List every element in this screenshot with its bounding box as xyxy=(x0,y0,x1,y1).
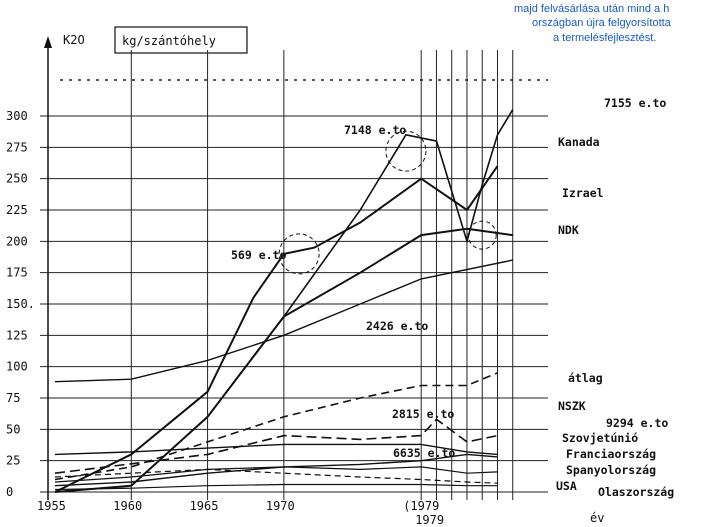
grid xyxy=(40,36,548,500)
y-tick-label: 250 xyxy=(6,172,28,186)
y-tick-label: 300 xyxy=(6,109,28,123)
annotation-7155: 7155 e.to xyxy=(604,96,666,110)
label-atlag: átlag xyxy=(568,371,603,385)
highlight-circle xyxy=(467,220,497,250)
label-izrael: Izrael xyxy=(562,186,604,200)
series-group xyxy=(54,109,514,493)
y-tick-label: 275 xyxy=(6,140,28,154)
label-olaszorszag: Olaszország xyxy=(598,485,674,499)
series-line-usa xyxy=(54,468,498,484)
series-line--tlag xyxy=(54,372,498,481)
x-axis-label: év xyxy=(590,511,604,525)
label-nszk: NSZK xyxy=(558,399,586,413)
y-tick-label: 125 xyxy=(6,328,28,342)
series-line-spanyolorsz-g xyxy=(54,466,498,483)
y-tick-label: 0 xyxy=(6,485,13,499)
series-line-nszk xyxy=(54,418,498,474)
series-line-olaszorsz-g xyxy=(54,483,498,491)
y-tick-label: 150. xyxy=(6,297,35,311)
series-line-izrael xyxy=(54,165,499,493)
label-ndk: NDK xyxy=(558,223,579,237)
x-tick-label: (1979 xyxy=(403,499,439,513)
y-axis-arrow xyxy=(44,36,52,48)
x-tick-label: 1965 xyxy=(190,499,219,513)
label-spanyolorszag: Spanyolország xyxy=(566,463,656,477)
annotation-2426: 2426 e.to xyxy=(366,319,428,333)
label-kanada: Kanada xyxy=(558,135,600,149)
series-line-kanada xyxy=(206,109,514,418)
series-line-ndk xyxy=(54,227,513,493)
note-line-1: majd felvásárlása után mind a h xyxy=(514,3,669,15)
series-line-franciaorsz-g xyxy=(54,443,498,456)
highlight-circle xyxy=(278,233,320,275)
y-tick-label: 25 xyxy=(6,454,20,468)
y-tick-label: 175 xyxy=(6,266,28,280)
annotation-7148: 7148 e.to xyxy=(344,123,406,137)
unit-box xyxy=(114,26,248,54)
series-line-unlabeled-3 xyxy=(54,259,513,383)
annotation-6635: 6635 e.to xyxy=(393,446,455,460)
y-tick-label: 225 xyxy=(6,203,28,217)
y-tick-label: 50 xyxy=(6,422,20,436)
y-tick-label: 200 xyxy=(6,234,28,248)
x-tick-label: 1960 xyxy=(113,499,142,513)
x-tick-label: 1970 xyxy=(266,499,295,513)
x-tick-label: 1955 xyxy=(37,499,66,513)
y-axis-label: K2O xyxy=(63,33,85,47)
label-szovjetunio: Szovjetúnió xyxy=(562,431,638,445)
y-tick-label: 75 xyxy=(6,391,20,405)
annotation-2815: 2815 e.to xyxy=(392,407,454,421)
annotation-569: 569 e.to xyxy=(231,248,286,262)
note-line-2: országban újra felgyorsította xyxy=(532,17,672,29)
annotation-9294: 9294 e.to xyxy=(606,416,668,430)
label-usa: USA xyxy=(556,479,577,493)
series-line-szovjet-ni- xyxy=(54,453,498,487)
note-line-3: a termelésfejlesztést. xyxy=(553,32,656,44)
label-franciaorszag: Franciaország xyxy=(566,447,656,461)
y-tick-label: 100 xyxy=(6,360,28,374)
y-axis-unit: kg/szántóhely xyxy=(122,34,216,48)
x-tick-label-sub: 1979 xyxy=(415,513,444,527)
highlight-circle xyxy=(385,130,427,172)
